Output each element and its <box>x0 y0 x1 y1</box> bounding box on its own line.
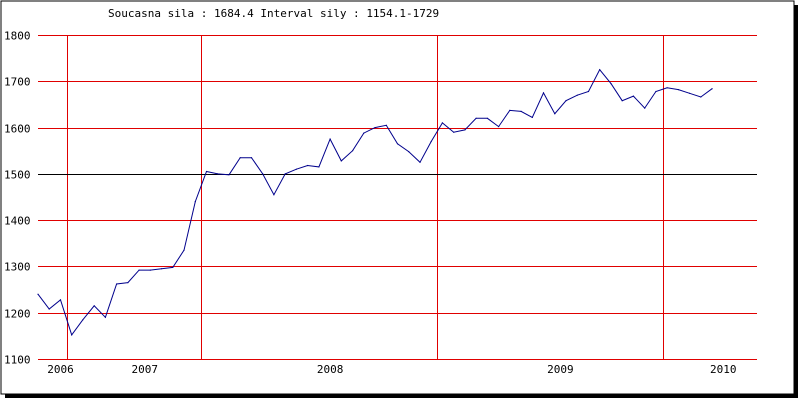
data-point <box>250 157 253 159</box>
y-tick-label: 1800 <box>4 30 31 43</box>
data-point <box>104 316 106 318</box>
data-point <box>194 201 196 203</box>
data-point <box>644 107 646 109</box>
data-point <box>127 282 129 284</box>
data-point <box>48 308 50 310</box>
data-point <box>689 92 691 94</box>
data-point <box>396 143 399 145</box>
data-point <box>599 69 601 71</box>
y-tick-label: 1400 <box>4 215 31 228</box>
data-point <box>228 174 230 176</box>
y-tick-label: 1300 <box>4 261 31 274</box>
header-text: Soucasna sila : 1684.4 Interval sily : 1… <box>108 7 439 20</box>
data-point <box>363 132 365 134</box>
data-point <box>655 90 657 93</box>
series-group <box>37 68 713 336</box>
data-point <box>610 83 612 85</box>
data-point <box>116 283 118 285</box>
data-point <box>318 166 320 168</box>
data-point <box>419 161 421 163</box>
data-point <box>374 127 376 129</box>
data-point <box>217 173 219 175</box>
data-point <box>475 117 477 119</box>
data-point <box>161 268 163 270</box>
x-tick-label: 2008 <box>317 363 344 376</box>
x-tick-label: 2007 <box>131 363 158 376</box>
data-point <box>138 269 140 271</box>
data-point <box>520 110 522 112</box>
x-tick-label: 2006 <box>47 363 74 376</box>
data-point <box>531 116 533 118</box>
data-point <box>565 100 567 102</box>
data-point <box>172 266 174 268</box>
y-axis-ticks: 1100 1200 1300 1400 1500 1600 1700 1800 <box>4 30 31 367</box>
data-point <box>71 334 73 336</box>
data-point <box>262 173 264 175</box>
x-tick-label: 2010 <box>710 363 737 376</box>
data-point <box>149 269 151 271</box>
data-point <box>711 88 713 90</box>
data-point <box>621 100 623 102</box>
data-point <box>37 293 39 295</box>
y-tick-label: 1600 <box>4 123 31 136</box>
interval-value: 1154.1-1729 <box>366 7 439 20</box>
data-point <box>700 96 702 98</box>
data-point <box>408 151 410 153</box>
data-point <box>486 117 488 119</box>
data-point <box>385 124 387 126</box>
data-point <box>453 131 455 133</box>
data-point <box>352 150 354 152</box>
y-tick-label: 1500 <box>4 169 31 182</box>
data-point <box>554 113 556 115</box>
x-axis-year-labels: 2006 2007 2008 2009 2010 <box>47 363 736 376</box>
data-point <box>498 126 500 128</box>
data-point <box>59 299 62 301</box>
y-tick-label: 1100 <box>4 354 31 367</box>
current-force-label: Soucasna sila <box>108 7 194 20</box>
current-force-value: 1684.4 <box>214 7 254 20</box>
data-point <box>93 305 95 307</box>
data-point <box>576 94 578 96</box>
data-point <box>329 138 331 140</box>
data-point <box>666 87 668 89</box>
data-point <box>677 89 680 91</box>
data-point <box>183 249 185 251</box>
data-point <box>509 109 511 111</box>
data-point <box>441 122 443 124</box>
data-point <box>587 90 590 93</box>
interval-label: Interval sily <box>260 7 346 20</box>
data-point <box>284 173 286 175</box>
y-tick-label: 1700 <box>4 76 31 89</box>
data-point <box>340 160 342 162</box>
data-point <box>239 157 241 159</box>
horizontal-gridlines <box>38 35 757 360</box>
data-point <box>295 168 297 170</box>
data-point <box>430 140 432 143</box>
x-tick-label: 2009 <box>547 363 574 376</box>
data-point <box>273 194 275 196</box>
data-point <box>464 129 466 131</box>
data-point <box>632 95 635 97</box>
data-point <box>82 319 84 321</box>
y-tick-label: 1200 <box>4 308 31 321</box>
data-point <box>542 92 545 94</box>
data-point <box>307 164 309 167</box>
data-point <box>205 170 208 173</box>
